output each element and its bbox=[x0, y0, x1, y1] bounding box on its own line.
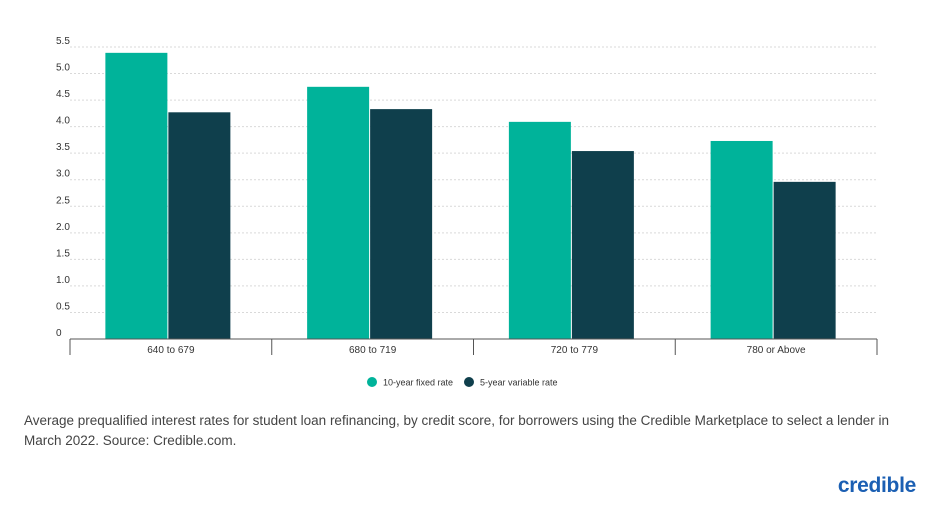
legend-swatch bbox=[464, 377, 474, 387]
bar-fixed bbox=[105, 52, 168, 340]
legend-label: 5-year variable rate bbox=[480, 378, 558, 388]
y-tick-label: 1.5 bbox=[56, 248, 70, 259]
bar-variable bbox=[773, 181, 836, 339]
y-tick-label: 1.0 bbox=[56, 275, 70, 286]
y-tick-label: 0.5 bbox=[56, 301, 70, 312]
y-tick-label: 0 bbox=[56, 328, 62, 339]
y-tick-label: 5.5 bbox=[56, 36, 70, 47]
legend: 10-year fixed rate 5-year variable rate bbox=[367, 377, 558, 388]
x-tick-label: 780 or Above bbox=[747, 345, 806, 356]
x-tick-label: 680 to 719 bbox=[349, 345, 397, 356]
bar-fixed bbox=[307, 86, 370, 340]
y-tick-label: 5.0 bbox=[56, 63, 70, 74]
y-tick-label: 2.0 bbox=[56, 222, 70, 233]
chart-caption: Average prequalified interest rates for … bbox=[24, 413, 889, 448]
bar-variable bbox=[571, 151, 634, 339]
bar-chart: 0 0.5 1.0 1.5 2.0 2.5 3.0 3.5 4.0 4.5 5.0 5.5 640 t… bbox=[56, 36, 878, 388]
legend-swatch bbox=[367, 377, 377, 387]
x-axis: 640 to 679 680 to 719 720 to 779 780 or Abo… bbox=[69, 338, 878, 356]
credible-logo: credible bbox=[837, 474, 916, 497]
y-tick-label: 2.5 bbox=[56, 195, 70, 206]
y-tick-label: 3.5 bbox=[56, 142, 70, 153]
x-tick-label: 640 to 679 bbox=[147, 345, 195, 356]
y-tick-label: 4.5 bbox=[56, 89, 70, 100]
bar-variable bbox=[370, 109, 433, 339]
bar-fixed bbox=[508, 121, 571, 339]
y-tick-label: 3.0 bbox=[56, 169, 70, 180]
bars bbox=[105, 52, 836, 340]
bar-fixed bbox=[710, 140, 773, 339]
y-axis-tick-labels: 0 0.5 1.0 1.5 2.0 2.5 3.0 3.5 4.0 4.5 5.0 5.5 bbox=[56, 36, 70, 339]
legend-label: 10-year fixed rate bbox=[383, 378, 453, 388]
y-tick-label: 4.0 bbox=[56, 116, 70, 127]
bar-variable bbox=[168, 112, 231, 339]
x-tick-label: 720 to 779 bbox=[551, 345, 599, 356]
